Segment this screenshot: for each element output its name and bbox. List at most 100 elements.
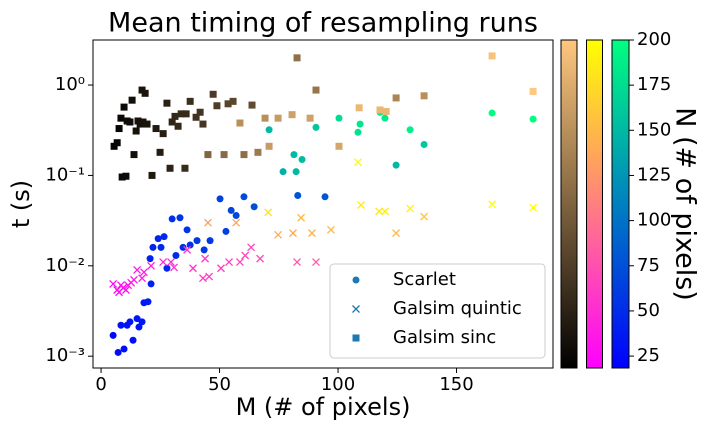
point (248, 101, 256, 109)
point (130, 275, 138, 284)
point (183, 245, 192, 254)
point (138, 318, 146, 326)
point (144, 298, 152, 306)
point (201, 254, 210, 263)
point (335, 142, 343, 150)
point (326, 225, 335, 234)
point (148, 171, 156, 179)
point (381, 207, 389, 216)
point (488, 52, 496, 60)
point (200, 246, 208, 254)
point (179, 243, 187, 251)
x-tick-label: 50 (208, 374, 231, 395)
point (289, 229, 297, 238)
legend-label: Galsim quintic (393, 298, 522, 319)
point (156, 148, 164, 156)
point (138, 274, 147, 283)
point (488, 200, 497, 209)
point (163, 264, 171, 272)
point (192, 113, 200, 121)
point (306, 114, 314, 122)
point (235, 258, 244, 267)
point (256, 254, 265, 263)
point (406, 126, 414, 134)
point (375, 207, 384, 216)
point (171, 112, 179, 120)
colorbar-tick-label: 200 (637, 29, 671, 50)
point (224, 100, 232, 108)
y-tick-label: 10⁻¹ (45, 164, 85, 185)
legend-label: Galsim sinc (393, 327, 496, 348)
point (355, 104, 363, 112)
point (115, 125, 123, 133)
colorbar (560, 39, 578, 369)
point (163, 99, 171, 107)
point (168, 118, 176, 126)
point (170, 263, 179, 272)
point (130, 151, 138, 159)
point (265, 126, 273, 134)
point (216, 195, 224, 203)
point (488, 109, 496, 117)
y-tick-label: 10⁻² (45, 255, 85, 276)
point (335, 114, 343, 122)
point (232, 218, 241, 227)
point (120, 345, 128, 353)
plot-frame (92, 39, 554, 369)
point (167, 258, 175, 267)
point (183, 226, 191, 234)
point (206, 237, 214, 245)
point (357, 201, 365, 210)
point (236, 119, 244, 127)
point (293, 54, 301, 62)
point (121, 286, 130, 294)
point (135, 323, 143, 331)
point (254, 148, 262, 156)
point (392, 229, 401, 238)
point (292, 168, 300, 176)
point (110, 142, 118, 150)
point (420, 92, 428, 100)
point (209, 90, 217, 98)
point (274, 230, 283, 239)
colorbar-label: N (# of pixels) (670, 107, 701, 301)
point (186, 241, 194, 249)
point (321, 193, 329, 201)
legend-label: Scarlet (393, 269, 456, 290)
point (279, 168, 287, 176)
point (189, 264, 197, 273)
point (529, 203, 538, 212)
point (382, 107, 390, 115)
y-axis-label: t (s) (7, 180, 35, 228)
point (241, 251, 250, 260)
x-tick-label: 150 (439, 374, 473, 395)
point (247, 243, 256, 252)
point (264, 208, 273, 217)
legend-marker (352, 305, 360, 313)
colorbar-tick-label: 175 (637, 74, 671, 95)
point (109, 279, 118, 288)
point (222, 227, 230, 235)
point (128, 96, 136, 104)
point (159, 258, 168, 267)
colorbar-tick-label: 75 (637, 255, 660, 276)
point (290, 151, 298, 159)
colorbar-tick-label: 25 (637, 345, 660, 366)
point (225, 258, 233, 267)
point (250, 203, 258, 211)
point (114, 348, 122, 356)
point (312, 86, 320, 94)
point (174, 122, 182, 130)
point (240, 151, 248, 159)
point (199, 120, 207, 128)
point (133, 265, 142, 274)
point (240, 193, 248, 201)
point (381, 114, 389, 122)
point (205, 272, 214, 281)
point (132, 127, 140, 135)
point (298, 156, 306, 164)
point (126, 318, 134, 326)
point (312, 123, 320, 131)
point (181, 164, 189, 172)
